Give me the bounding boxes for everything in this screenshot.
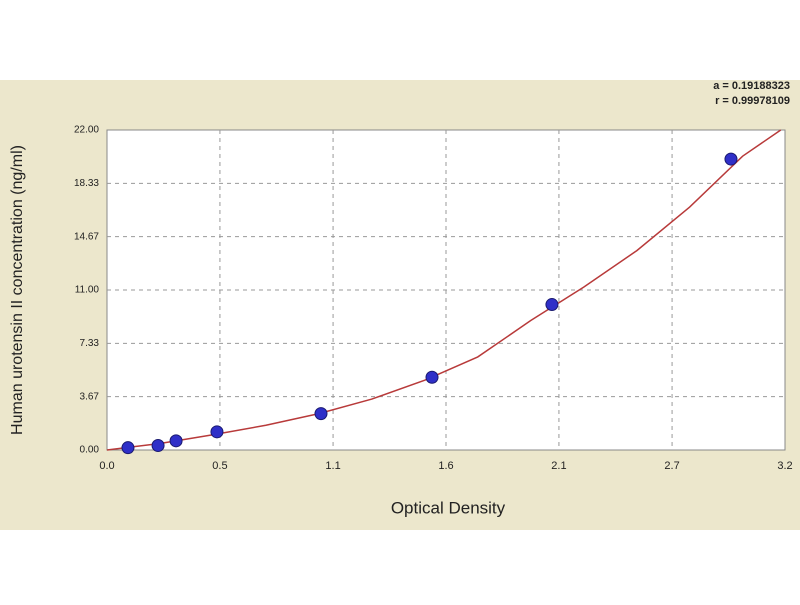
data-point (169, 434, 183, 448)
y-axis-title: Human urotensin II concentration (ng/ml) (9, 145, 26, 435)
y-tick-label: 3.67 (80, 391, 100, 402)
x-tick-label: 2.7 (664, 460, 679, 472)
y-tick-label: 0.00 (80, 445, 100, 456)
x-tick-label: 0.0 (99, 460, 114, 472)
x-tick-label: 1.1 (325, 460, 340, 472)
x-tick-label: 2.1 (551, 460, 566, 472)
x-axis-title: Optical Density (391, 498, 506, 517)
y-tick-label: 18.33 (74, 178, 99, 189)
y-tick-label: 11.00 (75, 285, 100, 296)
annotation: r = 0.99978109 (715, 95, 790, 107)
data-point (545, 298, 559, 312)
data-point (121, 441, 135, 455)
data-point (210, 425, 224, 439)
x-tick-label: 1.6 (438, 460, 453, 472)
data-point (314, 407, 328, 421)
annotation: a = 0.19188323 (713, 80, 790, 92)
data-point (151, 438, 165, 452)
y-tick-label: 14.67 (74, 231, 99, 242)
data-point (724, 152, 738, 166)
y-tick-label: 22.00 (74, 125, 99, 136)
x-tick-label: 3.2 (777, 460, 792, 472)
x-tick-label: 0.5 (212, 460, 227, 472)
data-point (425, 370, 439, 384)
y-tick-label: 7.33 (80, 338, 100, 349)
